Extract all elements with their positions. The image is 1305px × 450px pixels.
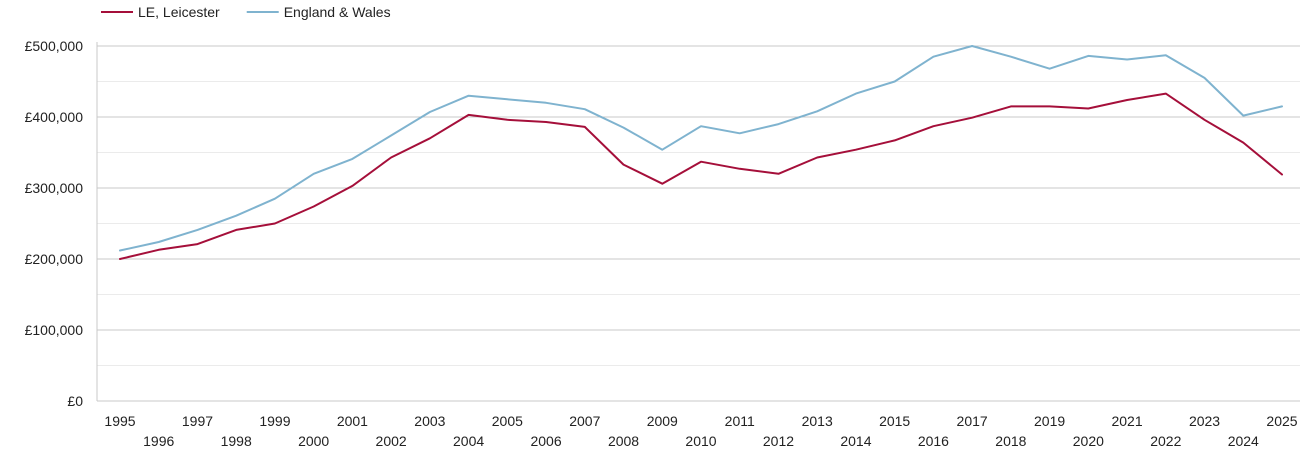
x-tick-label: 2016 (918, 433, 949, 449)
x-tick-label: 2019 (1034, 413, 1065, 429)
x-tick-label: 2015 (879, 413, 910, 429)
x-tick-label: 2004 (453, 433, 484, 449)
x-tick-label: 2014 (840, 433, 871, 449)
x-tick-label: 2002 (376, 433, 407, 449)
x-tick-label: 2013 (802, 413, 833, 429)
x-tick-label: 1999 (259, 413, 290, 429)
x-tick-label: 2025 (1266, 413, 1297, 429)
x-tick-label: 1997 (182, 413, 213, 429)
x-axis: 1995 1996 1997 1998 1999 2000 2001 2002 2003 2004… (104, 413, 1297, 449)
x-tick-label: 2012 (763, 433, 794, 449)
series-line-le-leicester (119, 92, 1283, 260)
y-tick-label: £0 (67, 393, 83, 409)
x-tick-label: 2023 (1189, 413, 1220, 429)
x-tick-label: 2006 (530, 433, 561, 449)
legend-label-england-wales: England & Wales (284, 4, 391, 20)
legend: LE, Leicester England & Wales (101, 4, 391, 20)
x-tick-label: 2020 (1073, 433, 1104, 449)
x-tick-label: 1996 (143, 433, 174, 449)
x-tick-label: 2001 (337, 413, 368, 429)
y-tick-label: £500,000 (25, 38, 84, 54)
x-tick-label: 2011 (725, 413, 755, 429)
series-lines (119, 45, 1283, 260)
x-tick-label: 2021 (1111, 413, 1142, 429)
legend-label-le-leicester: LE, Leicester (138, 4, 220, 20)
x-tick-label: 2017 (957, 413, 988, 429)
x-tick-label: 2000 (298, 433, 329, 449)
x-tick-label: 2008 (608, 433, 639, 449)
y-tick-label: £200,000 (25, 251, 84, 267)
x-tick-label: 1998 (221, 433, 252, 449)
x-tick-label: 2003 (414, 413, 445, 429)
x-tick-label: 2009 (647, 413, 678, 429)
grid-lines (96, 42, 1300, 402)
x-tick-label: 2007 (569, 413, 600, 429)
x-tick-label: 1995 (104, 413, 135, 429)
y-tick-label: £400,000 (25, 109, 84, 125)
x-tick-label: 2022 (1150, 433, 1181, 449)
x-tick-label: 2005 (492, 413, 523, 429)
x-tick-label: 2010 (685, 433, 716, 449)
series-line-england-wales (119, 45, 1283, 252)
y-tick-label: £300,000 (25, 180, 84, 196)
x-tick-label: 2024 (1228, 433, 1259, 449)
y-axis: £0 £100,000 £200,000 £300,000 £400,000 £500,0… (25, 38, 84, 409)
y-tick-label: £100,000 (25, 322, 84, 338)
x-tick-label: 2018 (995, 433, 1026, 449)
